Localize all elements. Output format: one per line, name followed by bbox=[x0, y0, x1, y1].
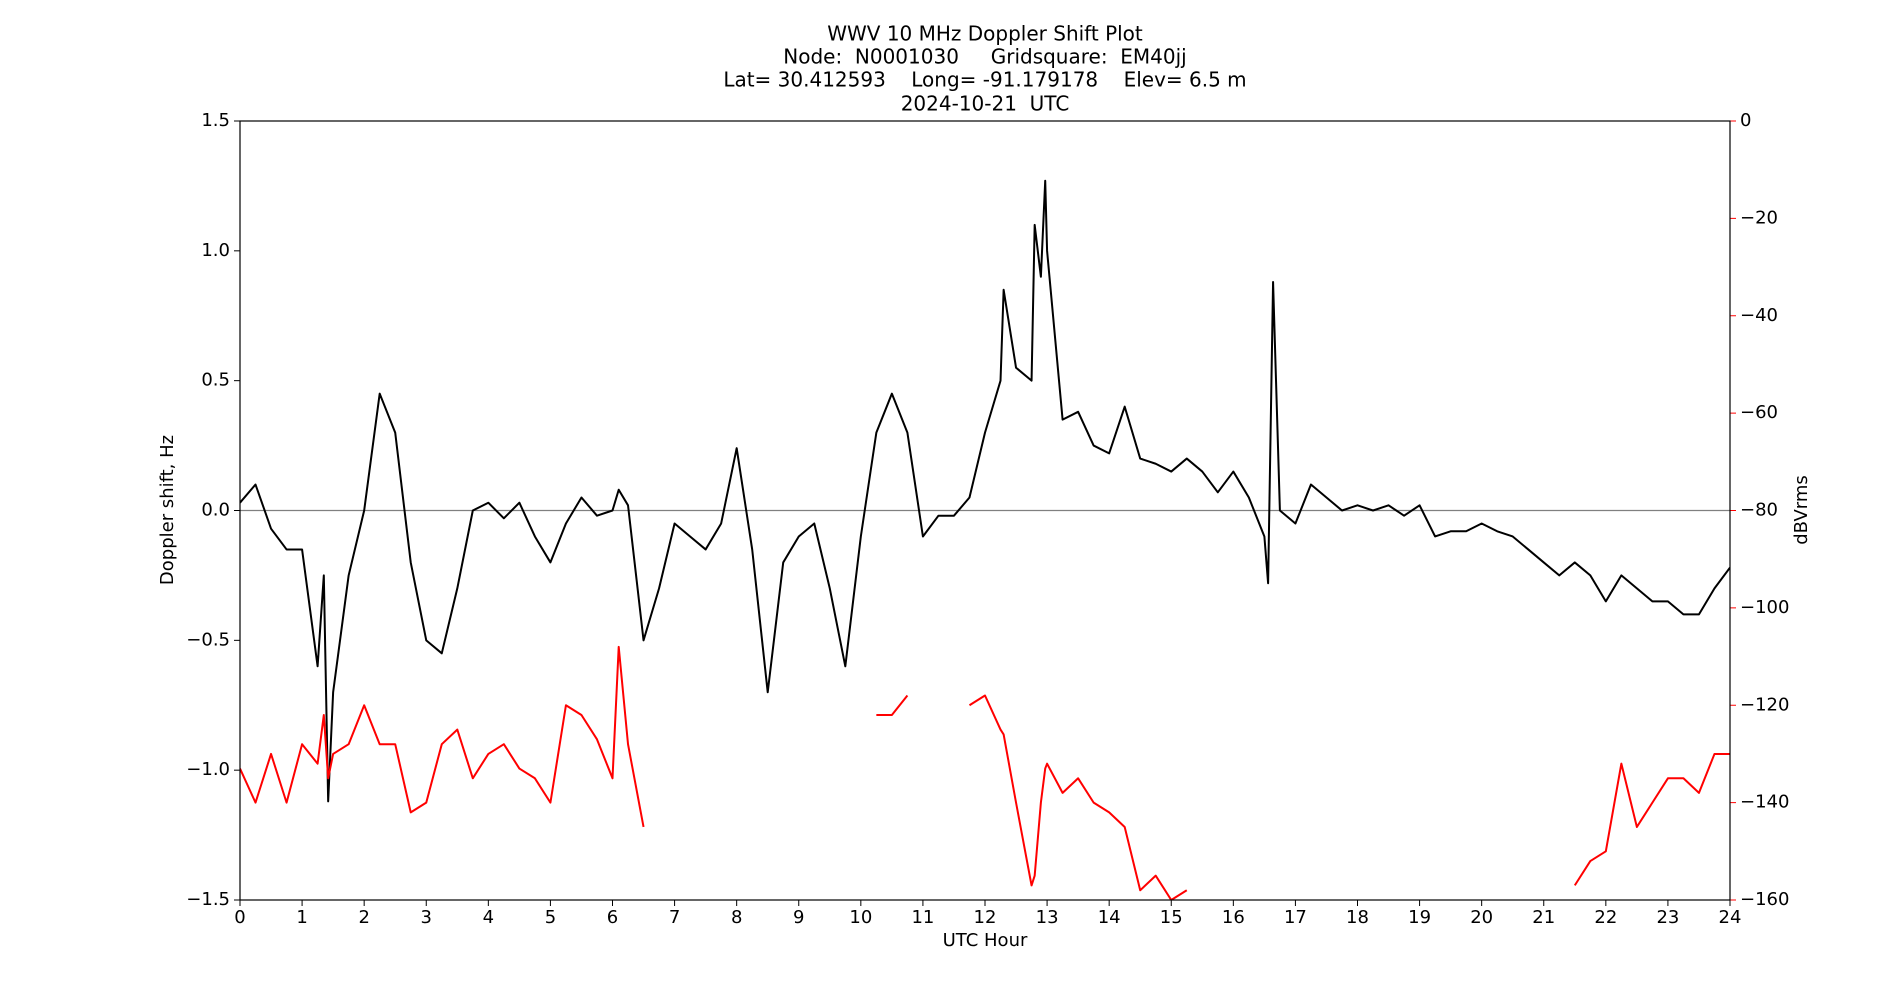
x-tick-label: 13 bbox=[1036, 907, 1059, 928]
y2-tick-label: −160 bbox=[1740, 889, 1789, 910]
series-line bbox=[240, 179, 1730, 803]
x-tick-label: 10 bbox=[849, 907, 872, 928]
y2-tick-label: −80 bbox=[1740, 500, 1778, 521]
x-tick-label: 7 bbox=[669, 907, 680, 928]
y-tick-label: −1.0 bbox=[186, 759, 230, 780]
y-tick-label: 0.5 bbox=[201, 370, 230, 391]
y2-tick-label: −100 bbox=[1740, 597, 1789, 618]
y2-tick-label: −120 bbox=[1740, 694, 1789, 715]
x-tick-label: 20 bbox=[1470, 907, 1493, 928]
x-tick-label: 8 bbox=[731, 907, 742, 928]
y-axis-label: Doppler shift, Hz bbox=[157, 435, 178, 585]
x-tick-label: 0 bbox=[234, 907, 245, 928]
x-tick-label: 16 bbox=[1222, 907, 1245, 928]
x-axis-label: UTC Hour bbox=[943, 930, 1028, 951]
chart-title: Node: N0001030 Gridsquare: EM40jj bbox=[783, 45, 1187, 69]
chart-title: WWV 10 MHz Doppler Shift Plot bbox=[827, 22, 1143, 46]
x-tick-label: 17 bbox=[1284, 907, 1307, 928]
x-tick-label: 3 bbox=[421, 907, 432, 928]
y-tick-label: 0.0 bbox=[201, 500, 230, 521]
y-tick-label: 1.5 bbox=[201, 110, 230, 131]
x-tick-label: 5 bbox=[545, 907, 556, 928]
x-tick-label: 4 bbox=[483, 907, 494, 928]
x-tick-label: 22 bbox=[1594, 907, 1617, 928]
x-tick-label: 19 bbox=[1408, 907, 1431, 928]
y-tick-label: 1.0 bbox=[201, 240, 230, 261]
x-tick-label: 2 bbox=[358, 907, 369, 928]
y2-tick-label: 0 bbox=[1740, 110, 1751, 131]
x-tick-label: 11 bbox=[911, 907, 934, 928]
y2-tick-label: −40 bbox=[1740, 305, 1778, 326]
x-tick-label: 24 bbox=[1719, 907, 1742, 928]
chart-title: 2024-10-21 UTC bbox=[901, 92, 1070, 116]
plot-frame bbox=[239, 120, 1731, 901]
x-tick-label: 9 bbox=[793, 907, 804, 928]
chart-title: Lat= 30.412593 Long= -91.179178 Elev= 6.… bbox=[723, 68, 1246, 92]
y-tick-label: −0.5 bbox=[186, 629, 230, 650]
x-tick-label: 6 bbox=[607, 907, 618, 928]
x-tick-label: 1 bbox=[296, 907, 307, 928]
x-tick-label: 18 bbox=[1346, 907, 1369, 928]
series-line bbox=[240, 645, 1730, 900]
x-tick-label: 21 bbox=[1532, 907, 1555, 928]
y2-axis-label: dBVrms bbox=[1791, 475, 1812, 545]
y2-tick-label: −60 bbox=[1740, 402, 1778, 423]
x-tick-label: 15 bbox=[1160, 907, 1183, 928]
y-tick-label: −1.5 bbox=[186, 889, 230, 910]
y2-tick-label: −20 bbox=[1740, 207, 1778, 228]
x-tick-label: 12 bbox=[974, 907, 997, 928]
x-tick-label: 14 bbox=[1098, 907, 1121, 928]
y2-tick-label: −140 bbox=[1740, 792, 1789, 813]
x-tick-label: 23 bbox=[1656, 907, 1679, 928]
